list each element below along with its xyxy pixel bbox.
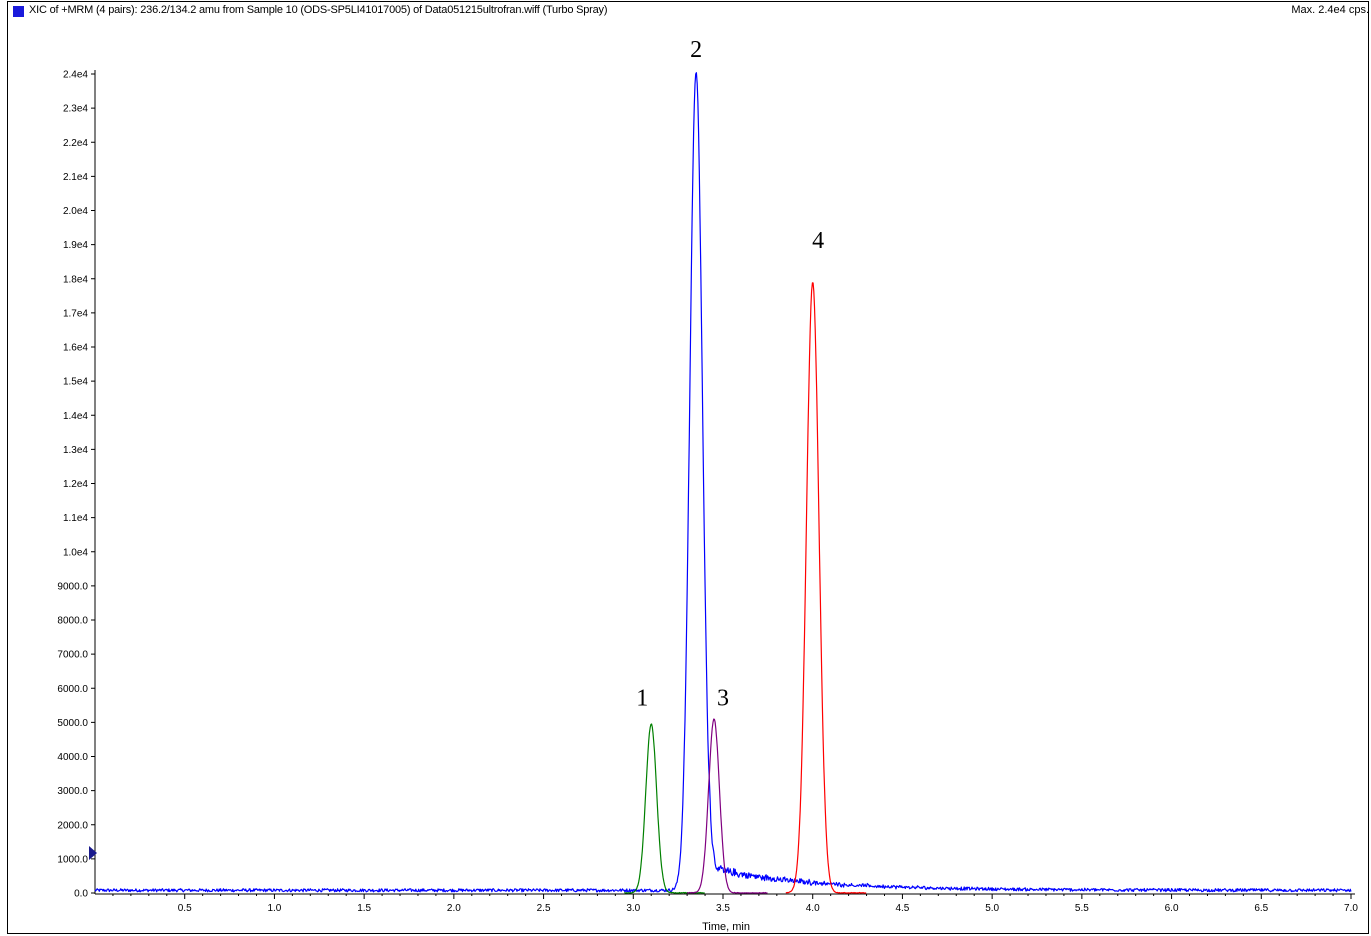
- y-tick-label: 1.7e4: [63, 308, 88, 319]
- y-tick-label: 2.0e4: [63, 206, 88, 217]
- y-tick-label: 9000.0: [57, 581, 88, 592]
- x-tick-label: 1.0: [267, 903, 281, 914]
- x-axis-title: Time, min: [702, 921, 750, 933]
- y-tick-label: 2.4e4: [63, 70, 88, 81]
- x-tick-label: 2.0: [447, 903, 461, 914]
- series-line-4: [785, 282, 867, 894]
- y-tick-label: 2.2e4: [63, 138, 88, 149]
- y-tick-label: 1.5e4: [63, 377, 88, 388]
- series-traces: [94, 72, 1352, 894]
- y-tick-label: 1.1e4: [63, 513, 88, 524]
- y-tick-label: 1.6e4: [63, 343, 88, 354]
- series-color-swatch: [13, 6, 24, 17]
- peak-label-2: 2: [690, 37, 702, 63]
- x-tick-label: 4.0: [806, 903, 820, 914]
- y-tick-label: 1000.0: [57, 854, 88, 865]
- x-tick-label: 2.5: [537, 903, 551, 914]
- x-tick-label: 1.5: [357, 903, 371, 914]
- y-tick-label: 6000.0: [57, 684, 88, 695]
- x-tick-label: 5.5: [1075, 903, 1089, 914]
- y-tick-label: 1.3e4: [63, 445, 88, 456]
- y-tick-label: 1.4e4: [63, 411, 88, 422]
- peak-label-3: 3: [717, 685, 729, 711]
- series-line-1: [94, 72, 1352, 893]
- y-tick-label: 8000.0: [57, 616, 88, 627]
- peak-label-4: 4: [812, 228, 824, 254]
- y-tick-label: 2000.0: [57, 820, 88, 831]
- marker-triangle-icon: [89, 846, 97, 860]
- y-tick-label: 1.9e4: [63, 240, 88, 251]
- y-axis-ticks: 0.0 1000.0 2000.0 3000.0 4000.0 5000.0 6000.0 7…: [57, 70, 95, 900]
- y-tick-label: 4000.0: [57, 752, 88, 763]
- x-tick-label: 6.0: [1165, 903, 1179, 914]
- max-intensity-label: Max. 2.4e4 cps.: [1291, 4, 1369, 16]
- y-tick-label: 0.0: [74, 889, 88, 900]
- y-tick-label: 1.0e4: [63, 547, 88, 558]
- axes: [94, 70, 1355, 895]
- y-tick-label: 2.1e4: [63, 172, 88, 183]
- x-axis-ticks: 0.5 1.0 1.5 2.0 2.5 3.0 3.5 4.0 4.5 5.0 5.5 6.0 6.5 7…: [112, 894, 1358, 914]
- x-tick-label: 6.5: [1254, 903, 1268, 914]
- x-tick-label: 3.5: [716, 903, 730, 914]
- y-tick-label: 1.8e4: [63, 274, 88, 285]
- y-tick-label: 3000.0: [57, 786, 88, 797]
- y-tick-label: 7000.0: [57, 650, 88, 661]
- y-tick-label: 5000.0: [57, 718, 88, 729]
- chart-frame: [7, 1, 1369, 934]
- y-tick-label: 1.2e4: [63, 479, 88, 490]
- x-tick-label: 3.0: [626, 903, 640, 914]
- peak-labels: 1 2 3 4: [636, 37, 824, 711]
- series-line-3: [686, 718, 768, 894]
- y-tick-label: 2.3e4: [63, 104, 88, 115]
- x-tick-label: 4.5: [895, 903, 909, 914]
- x-tick-label: 7.0: [1344, 903, 1358, 914]
- x-tick-label: 5.0: [985, 903, 999, 914]
- x-tick-label: 0.5: [178, 903, 192, 914]
- chart-title: XIC of +MRM (4 pairs): 236.2/134.2 amu f…: [29, 4, 608, 16]
- peak-label-1: 1: [636, 685, 648, 711]
- series-line-2: [624, 723, 705, 894]
